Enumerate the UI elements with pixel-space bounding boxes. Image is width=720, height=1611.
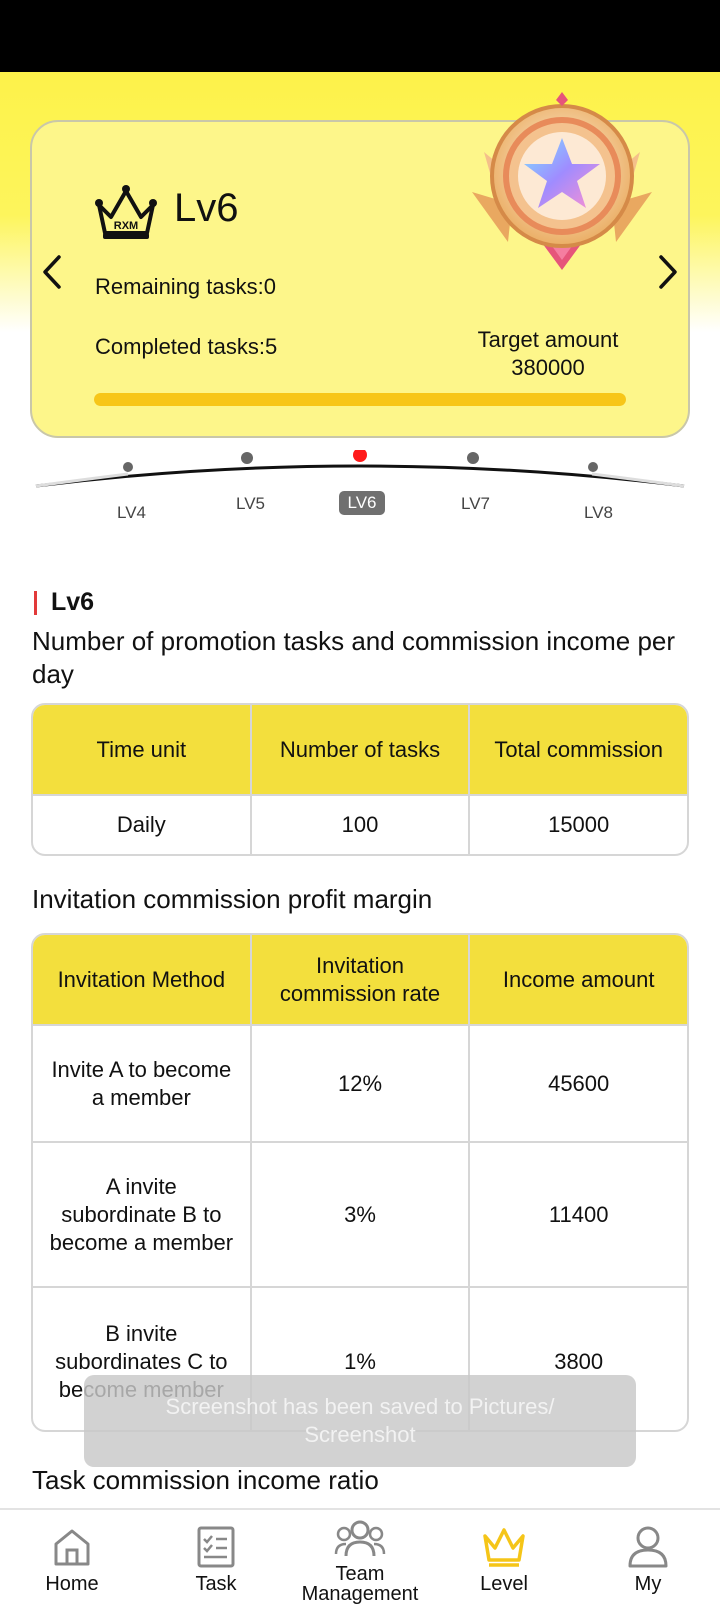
nav-home-label: Home xyxy=(45,1573,99,1595)
table-cell: 15000 xyxy=(548,812,610,837)
nav-team-management-label: Team Management xyxy=(301,1563,419,1605)
nav-level[interactable]: Level xyxy=(432,1510,576,1611)
level-label-lv4[interactable]: LV4 xyxy=(117,503,146,522)
nav-my[interactable]: My xyxy=(576,1510,720,1611)
table-row: Invite A to become a member 12% 45600 xyxy=(33,1024,687,1141)
table-row: Daily 100 15000 xyxy=(33,794,687,854)
level-title: Lv6 xyxy=(174,186,239,230)
header-cell: Income amount xyxy=(470,935,687,1024)
team-icon xyxy=(334,1520,386,1557)
header-cell: Time unit xyxy=(33,705,252,794)
crown-badge-icon: RXM xyxy=(95,185,157,239)
table-row: A invite subordinate B to become a membe… xyxy=(33,1141,687,1286)
section-title: Lv6 xyxy=(34,588,94,617)
table-header-row: Invitation Method Invitation commission … xyxy=(33,935,687,1024)
section-marker xyxy=(34,590,37,615)
progress-bar xyxy=(94,393,626,406)
progress-fill xyxy=(94,393,626,406)
target-value: 380000 xyxy=(511,355,585,380)
screenshot-toast: Screenshot has been saved to Pictures/ S… xyxy=(84,1375,636,1467)
nav-task-label: Task xyxy=(195,1573,237,1595)
table-cell: Invite A to become a member xyxy=(33,1026,252,1141)
badge-text: RXM xyxy=(114,220,138,232)
target-amount: Target amount 380000 xyxy=(460,326,636,382)
crown-icon xyxy=(483,1528,525,1567)
nav-my-label: My xyxy=(634,1573,662,1595)
table-cell: 45600 xyxy=(548,1070,610,1096)
daily-commission-table: Time unit Number of tasks Total commissi… xyxy=(31,703,689,856)
chevron-right-icon xyxy=(659,255,677,289)
target-label: Target amount xyxy=(477,327,619,352)
level-dot-lv7 xyxy=(467,452,479,464)
invitation-table: Invitation Method Invitation commission … xyxy=(31,933,689,1432)
home-icon xyxy=(54,1529,90,1566)
remaining-tasks: Remaining tasks:0 xyxy=(95,274,276,299)
table-cell: 3800 xyxy=(554,1349,604,1374)
table-cell: 11400 xyxy=(548,1201,609,1227)
task-checklist-icon xyxy=(197,1526,235,1568)
task-ratio-title: Task commission income ratio xyxy=(32,1465,379,1495)
table-cell: 1% xyxy=(252,1288,471,1430)
level-dot-lv5 xyxy=(241,452,253,464)
user-icon xyxy=(628,1526,668,1568)
level-label-lv6[interactable]: LV6 xyxy=(339,491,385,515)
table-cell: 12% xyxy=(252,1026,471,1141)
level-label-lv7[interactable]: LV7 xyxy=(461,494,490,513)
nav-level-label: Level xyxy=(480,1573,528,1595)
table-cell: 100 xyxy=(252,796,471,854)
nav-team-management[interactable]: Team Management xyxy=(288,1510,432,1611)
level-dot-lv4 xyxy=(123,462,133,472)
table-header-row: Time unit Number of tasks Total commissi… xyxy=(33,705,687,794)
medal-star-icon xyxy=(472,92,652,270)
table-cell: A invite subordinate B to become a membe… xyxy=(33,1143,252,1286)
header-cell: Number of tasks xyxy=(251,705,471,794)
level-dot-lv6-active xyxy=(353,450,367,462)
table-cell: 3% xyxy=(252,1143,471,1286)
level-scale xyxy=(35,450,685,488)
status-bar xyxy=(0,0,720,72)
section-title-text: Lv6 xyxy=(51,588,95,616)
nav-task[interactable]: Task xyxy=(144,1510,288,1611)
level-label-lv5[interactable]: LV5 xyxy=(236,494,265,513)
header-cell: Invitation commission rate xyxy=(251,935,471,1024)
section-description: Number of promotion tasks and commission… xyxy=(32,626,676,689)
level-dot-lv8 xyxy=(588,462,598,472)
nav-home[interactable]: Home xyxy=(0,1510,144,1611)
chevron-left-icon xyxy=(43,255,61,289)
header-cell: Invitation Method xyxy=(33,935,252,1024)
bottom-nav: Home Task Team Management Level xyxy=(0,1508,720,1611)
invitation-title: Invitation commission profit margin xyxy=(32,884,433,914)
completed-tasks: Completed tasks:5 xyxy=(95,334,278,359)
next-level-button[interactable] xyxy=(654,252,682,292)
header-cell: Total commission xyxy=(470,705,687,794)
level-label-lv8[interactable]: LV8 xyxy=(584,503,613,522)
previous-level-button[interactable] xyxy=(38,252,66,292)
table-cell: Daily xyxy=(33,796,252,854)
